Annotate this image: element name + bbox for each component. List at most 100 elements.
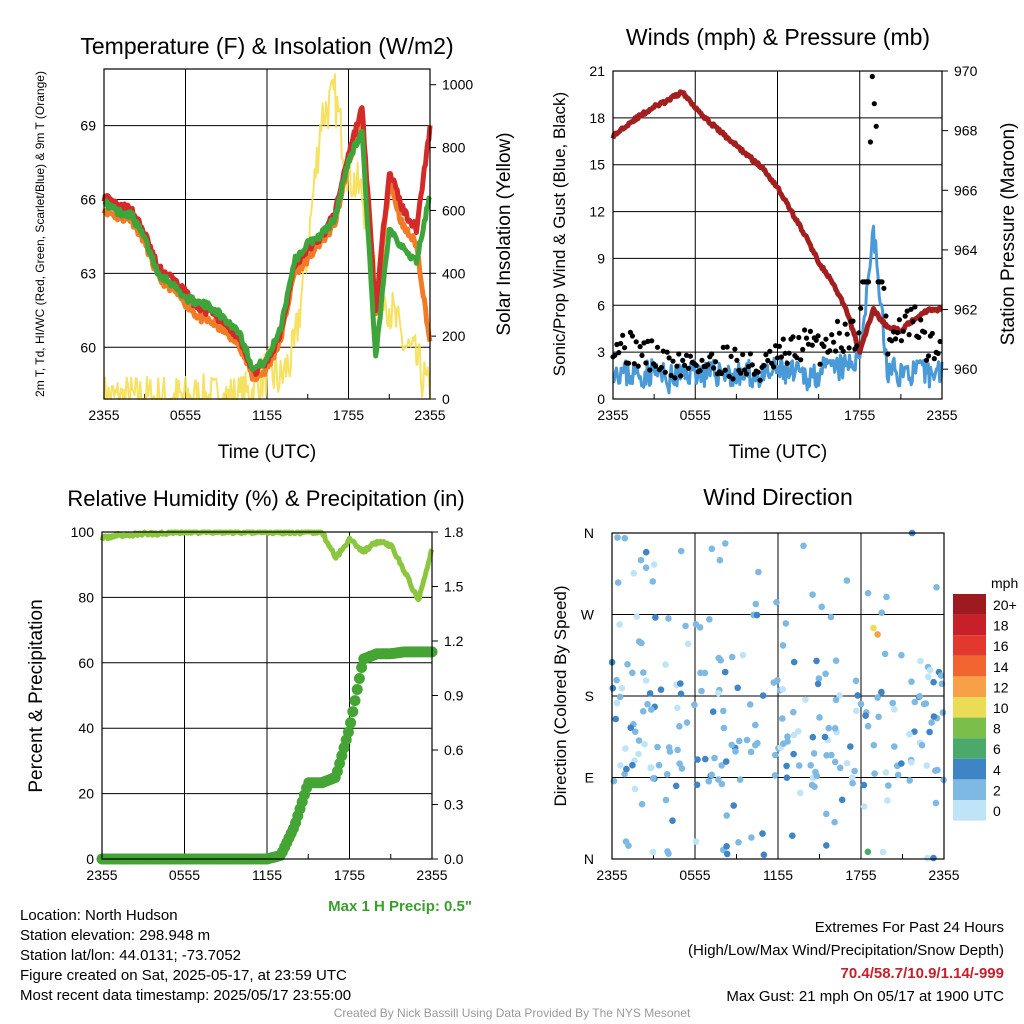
gust-dot [790,334,796,340]
direction-dot [811,783,818,790]
gust-dot [672,375,678,381]
gust-dot [622,345,628,351]
direction-dot [923,762,931,769]
direction-dot [898,760,905,767]
colorbar-swatch [953,800,986,821]
temp-x-tick-label: 2355 [414,407,445,423]
gust-dot [894,330,901,336]
gust-dot [635,363,641,369]
direction-dot [633,613,641,620]
direction-dot [937,672,945,679]
direction-dot [649,578,657,585]
gust-dot [687,353,694,359]
direction-dot [831,725,839,732]
gust-dot [800,346,806,353]
gust-dot [879,279,885,285]
direction-dot [649,775,657,782]
gust-dot [720,344,726,350]
direction-dot [649,848,657,856]
direction-dot [752,600,760,608]
rh-y-right-tick-label: 1.2 [444,633,464,649]
wind-x-tick-label: 2355 [926,407,957,423]
gust-dot [925,353,932,359]
direction-dot [722,540,729,547]
direction-dot [617,762,624,769]
direction-dot [623,765,630,773]
gust-dot [931,356,937,362]
direction-dot [621,770,628,778]
temp-x-tick-label: 1155 [252,407,282,423]
rh-y-tick-label: 0 [86,851,94,867]
dir-x-tick-label: 1755 [845,867,876,883]
direction-dot [760,851,768,859]
direction-dot [795,762,803,769]
direction-dot [836,764,844,772]
gust-dot [900,328,906,334]
direction-dot [860,803,868,810]
dir-y-tick-label: E [585,770,594,786]
gust-dot [757,377,763,383]
direction-dot [665,615,672,622]
gust-dot [776,343,783,349]
direction-dot [662,796,670,804]
direction-dot [752,741,759,749]
rh-y-right-tick-label: 1.8 [444,524,464,540]
direction-dot [870,741,878,749]
direction-dot [882,769,890,776]
dir-y-tick-label: N [584,525,594,541]
gust-dot [935,350,941,356]
direction-dot [779,686,786,693]
direction-dot [796,789,804,797]
gust-dot [807,328,814,334]
direction-dot [739,651,747,659]
rh-y-left-label: Percent & Precipitation [26,599,47,792]
temp-x-tick-label: 1755 [333,407,364,423]
gust-dot [683,352,690,358]
colorbar-label: 18 [993,618,1009,634]
gust-dot [666,355,672,361]
direction-dot [874,631,881,638]
gust-dot [699,357,705,363]
direction-dot [715,689,722,697]
direction-dot [734,684,741,692]
direction-dot [663,771,671,778]
direction-dot [635,737,643,744]
gust-dot [802,327,808,333]
direction-dot [684,640,692,648]
sonic-wind-line [612,224,944,395]
colorbar-label: 14 [993,659,1009,675]
wind-x-label: Time (UTC) [729,442,828,463]
wind-y-right-label: Station Pressure (Maroon) [998,123,1019,346]
direction-dot [614,534,621,541]
direction-dot [891,743,898,750]
direction-dot [747,748,755,756]
direction-dot [721,668,729,676]
gust-dot [730,376,736,382]
humidity-precip-chart: Relative Humidity (%) & Precipitation (i… [26,486,472,915]
rh-y-right-tick-label: 0.3 [444,797,464,813]
extremes-values: 70.4/58.7/10.9/1.14/-999 [840,965,1004,982]
direction-dot [823,842,830,849]
colorbar-swatch [953,676,986,697]
direction-dot [854,692,861,699]
direction-dot [925,673,932,681]
direction-dot [755,568,762,576]
gust-dot [631,361,637,367]
direction-dot [780,740,787,747]
gust-dot [898,338,905,344]
direction-dot [885,782,892,789]
colorbar-swatch [953,614,986,636]
dir-x-tick-label: 1155 [763,867,793,883]
direction-dot [609,684,617,692]
direction-dot [851,767,858,775]
gust-dot [625,360,632,366]
temp-y-tick-label: 69 [80,118,96,134]
gust-dot [709,351,715,357]
gust-dot [763,352,769,358]
direction-dot [843,759,851,767]
rh-y-tick-label: 20 [78,786,94,802]
gust-dot [728,353,734,359]
direction-dot [790,708,797,716]
direction-dot [848,774,856,781]
